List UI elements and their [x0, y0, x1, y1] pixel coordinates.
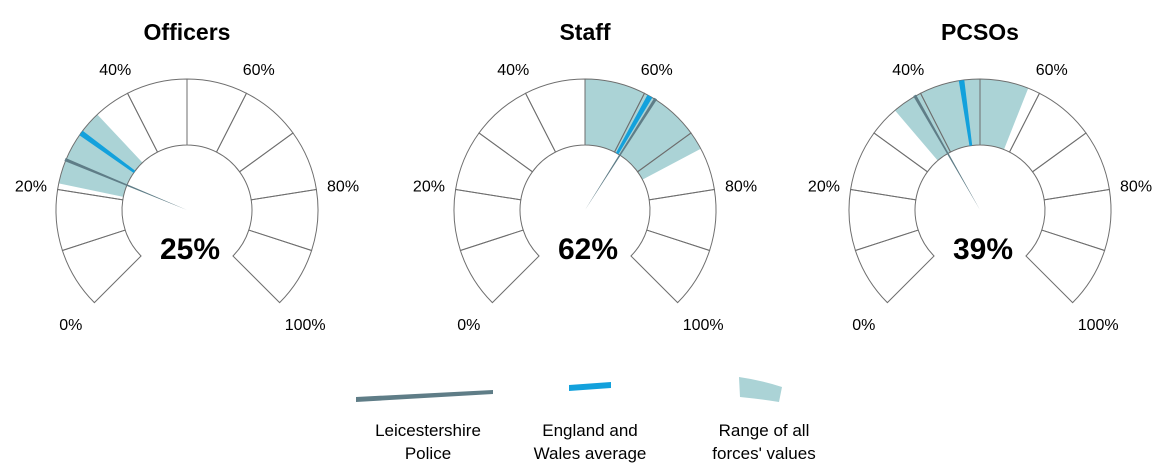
- tick-label: 0%: [59, 317, 82, 334]
- legend-average-swatch: [569, 382, 611, 391]
- range-band: [894, 78, 1029, 161]
- gauge-segment: [478, 92, 557, 173]
- tick-label: 40%: [99, 62, 131, 79]
- legend: Leicestershire Police England and Wales ave…: [356, 377, 816, 463]
- range-band: [585, 79, 701, 180]
- legend-label-average: England and: [542, 421, 637, 440]
- average-marker: [79, 130, 136, 173]
- tick-label: 80%: [327, 178, 359, 195]
- legend-label-force-line2: Police: [405, 444, 451, 463]
- gauge-segment: [630, 229, 711, 304]
- average-marker: [958, 79, 973, 146]
- legend-force-swatch: [356, 390, 493, 402]
- force-needle: [64, 158, 187, 210]
- tick-label: 80%: [1120, 178, 1152, 195]
- tick-label: 20%: [413, 178, 445, 195]
- tick-label: 80%: [725, 178, 757, 195]
- gauge-segment: [459, 229, 540, 304]
- gauge-segment: [1031, 132, 1110, 201]
- legend-label-range: Range of all: [719, 421, 810, 440]
- range-band: [58, 114, 143, 197]
- legend-label-average-line2: Wales average: [534, 444, 647, 463]
- gauge-segment: [524, 78, 586, 153]
- gauge-title: PCSOs: [941, 19, 1019, 45]
- gauge-segment: [850, 132, 929, 201]
- legend-range-swatch: [739, 377, 782, 402]
- legend-label-range-line2: forces' values: [712, 444, 815, 463]
- tick-label: 40%: [497, 62, 529, 79]
- tick-label: 0%: [852, 317, 875, 334]
- gauge-value: 25%: [160, 233, 220, 266]
- gauge-segment: [854, 229, 935, 304]
- tick-label: 100%: [285, 317, 326, 334]
- tick-label: 20%: [15, 178, 47, 195]
- gauge-value: 39%: [953, 233, 1013, 266]
- gauge-segment: [1025, 229, 1106, 304]
- gauge-segment: [61, 229, 142, 304]
- gauge-officers: Officers 0% 20% 40% 60% 80% 100% 25%: [15, 19, 359, 334]
- tick-label: 40%: [892, 62, 924, 79]
- gauge-segment: [126, 78, 188, 153]
- gauges-group: Officers 0% 20% 40% 60% 80% 100% 25% Staff 0% 20% 4…: [15, 19, 1152, 334]
- tick-label: 60%: [1036, 62, 1068, 79]
- tick-label: 0%: [457, 317, 480, 334]
- legend-label-force: Leicestershire: [375, 421, 481, 440]
- force-needle: [585, 97, 658, 210]
- gauge-staff: Staff 0% 20% 40% 60% 80% 100% 62%: [413, 19, 757, 334]
- tick-label: 100%: [1078, 317, 1119, 334]
- gauge-segment: [232, 229, 313, 304]
- gauge-pcsos: PCSOs 0% 20% 40% 60% 80% 100% 39%: [808, 19, 1152, 334]
- tick-label: 60%: [243, 62, 275, 79]
- gauge-title: Officers: [144, 19, 231, 45]
- gauge-value: 62%: [558, 233, 618, 266]
- gauge-segment: [215, 92, 294, 173]
- force-needle: [913, 94, 980, 210]
- gauge-title: Staff: [559, 19, 610, 45]
- average-marker: [616, 94, 653, 155]
- tick-label: 100%: [683, 317, 724, 334]
- tick-label: 60%: [641, 62, 673, 79]
- gauge-segment: [455, 132, 534, 201]
- gauge-segment: [238, 132, 317, 201]
- gauge-segment: [186, 78, 248, 153]
- tick-label: 20%: [808, 178, 840, 195]
